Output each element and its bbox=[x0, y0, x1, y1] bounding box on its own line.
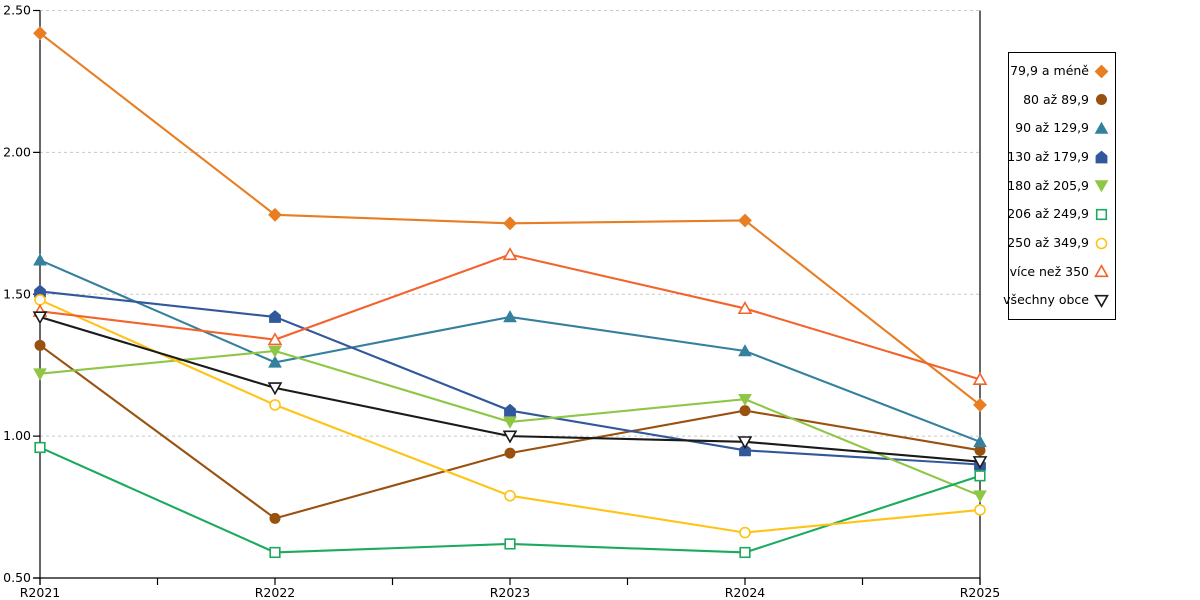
y-tick-label: 1.00 bbox=[3, 428, 31, 443]
data-point-marker bbox=[502, 247, 518, 261]
legend-circle-icon bbox=[1096, 94, 1107, 106]
data-point-marker bbox=[502, 430, 518, 444]
data-point-marker bbox=[269, 310, 281, 323]
data-point-marker bbox=[504, 538, 516, 550]
data-point-marker bbox=[972, 456, 988, 470]
data-point-marker bbox=[34, 441, 46, 454]
data-point-marker bbox=[33, 253, 47, 266]
legend-item-label: 250 až 349,9 bbox=[1007, 235, 1089, 251]
data-point-marker bbox=[972, 371, 988, 385]
x-tick-label: R2022 bbox=[255, 585, 296, 600]
data-point-marker bbox=[738, 393, 752, 407]
y-tick-label: 2.50 bbox=[3, 3, 31, 18]
data-point-marker bbox=[504, 489, 516, 502]
series-1 bbox=[34, 339, 986, 524]
data-point-marker bbox=[738, 344, 752, 357]
data-point-marker bbox=[34, 294, 46, 306]
data-point-marker bbox=[973, 434, 987, 448]
legend-item: 130 až 179,9 bbox=[1007, 150, 1109, 165]
legend-marker-glyph bbox=[1094, 121, 1109, 134]
legend-item-label: 206 až 249,9 bbox=[1007, 206, 1089, 222]
series-8 bbox=[32, 311, 988, 470]
data-point-marker bbox=[503, 310, 517, 323]
data-point-marker bbox=[739, 443, 751, 457]
legend-triangle-up-icon bbox=[1094, 121, 1109, 134]
data-point-marker bbox=[504, 447, 516, 459]
legend-marker-glyph bbox=[1094, 180, 1109, 193]
data-point-marker bbox=[267, 332, 283, 346]
legend-triangle-down-icon bbox=[1094, 294, 1109, 309]
series-6 bbox=[34, 294, 986, 539]
data-point-marker bbox=[269, 512, 281, 524]
legend-item: všechny obce bbox=[1003, 293, 1109, 309]
legend-marker-glyph bbox=[1095, 237, 1108, 250]
y-tick-label: 0.50 bbox=[3, 570, 31, 585]
data-point-marker bbox=[737, 301, 753, 315]
data-point-marker bbox=[267, 382, 283, 396]
legend-circle-icon bbox=[1095, 237, 1108, 250]
data-point-marker bbox=[268, 345, 282, 358]
legend-item: 250 až 349,9 bbox=[1007, 236, 1109, 251]
legend-item: 206 až 249,9 bbox=[1007, 207, 1109, 222]
data-point-marker bbox=[739, 405, 751, 417]
data-point-marker bbox=[269, 546, 281, 559]
legend-square-icon bbox=[1095, 209, 1108, 221]
legend-marker-glyph bbox=[1095, 209, 1108, 221]
legend-item-label: 130 až 179,9 bbox=[1007, 149, 1089, 165]
legend-item: 80 až 89,9 bbox=[1011, 92, 1109, 107]
data-point-marker bbox=[33, 26, 47, 41]
y-tick-label: 2.00 bbox=[3, 144, 31, 159]
series-5 bbox=[34, 441, 986, 559]
legend-marker-glyph bbox=[1094, 64, 1109, 79]
legend-triangle-down-icon bbox=[1094, 180, 1109, 193]
y-tick-label: 1.50 bbox=[3, 286, 31, 301]
data-point-marker bbox=[738, 213, 752, 228]
series-4 bbox=[33, 345, 987, 503]
data-point-marker bbox=[33, 368, 47, 381]
legend-marker-glyph bbox=[1094, 264, 1109, 278]
data-point-marker bbox=[268, 355, 282, 368]
legend-item-label: 180 až 205,9 bbox=[1007, 177, 1089, 193]
legend-item-label: 79,9 a méně bbox=[1010, 63, 1089, 79]
series-2 bbox=[33, 253, 987, 448]
data-point-marker bbox=[974, 470, 986, 482]
data-point-marker bbox=[34, 339, 46, 351]
legend: 79,9 a méně 80 až 89,9 90 až 129,9 130 až 1… bbox=[1003, 52, 1116, 320]
legend-item: 90 až 129,9 bbox=[1011, 121, 1109, 136]
data-point-marker bbox=[973, 490, 987, 503]
legend-item: 79,9 a méně bbox=[1010, 63, 1109, 79]
legend-diamond-icon bbox=[1094, 64, 1109, 79]
x-tick-label: R2024 bbox=[725, 585, 766, 600]
data-point-marker bbox=[737, 436, 753, 450]
legend-triangle-up-icon bbox=[1094, 264, 1109, 278]
data-point-marker bbox=[503, 216, 517, 231]
data-point-marker bbox=[973, 398, 987, 412]
legend-item-label: 90 až 129,9 bbox=[1015, 120, 1089, 136]
data-point-marker bbox=[503, 416, 517, 429]
legend-item: 180 až 205,9 bbox=[1007, 178, 1109, 193]
data-point-marker bbox=[268, 207, 282, 222]
data-point-marker bbox=[32, 311, 48, 325]
legend-pentagon-icon bbox=[1095, 150, 1108, 164]
legend-item: více než 350 bbox=[1009, 263, 1109, 279]
x-tick-label: R2023 bbox=[490, 585, 531, 600]
legend-marker-glyph bbox=[1094, 294, 1109, 309]
legend-item-label: všechny obce bbox=[1003, 292, 1089, 308]
legend-marker-glyph bbox=[1096, 94, 1107, 106]
legend-marker-glyph bbox=[1095, 150, 1108, 164]
legend-item-label: více než 350 bbox=[1009, 263, 1089, 279]
data-point-marker bbox=[739, 546, 751, 559]
x-tick-label: R2025 bbox=[960, 585, 1001, 600]
data-point-marker bbox=[974, 504, 986, 516]
data-point-marker bbox=[739, 526, 751, 539]
x-tick-label: R2021 bbox=[20, 585, 61, 600]
data-point-marker bbox=[504, 403, 516, 417]
legend-item-label: 80 až 89,9 bbox=[1023, 91, 1089, 107]
series-0 bbox=[33, 26, 987, 412]
data-point-marker bbox=[269, 399, 281, 411]
